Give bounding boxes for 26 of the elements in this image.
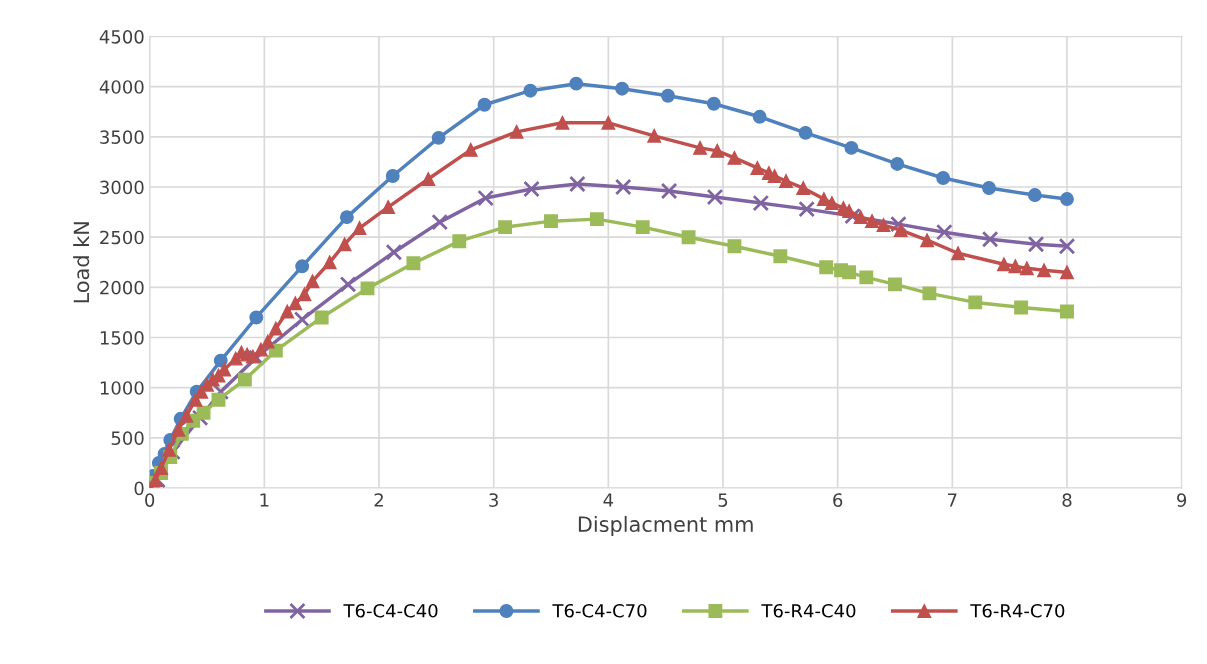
legend-label: T6-C4-C70	[552, 603, 647, 618]
y-tick-label: 500	[111, 431, 144, 445]
y-tick-label: 2000	[100, 280, 144, 295]
x-tick-label: 4	[603, 493, 614, 507]
y-tick-label: 3000	[100, 180, 144, 195]
x-tick-label: 8	[1062, 493, 1072, 507]
y-tick-label: 2500	[100, 230, 144, 245]
y-tick-label: 4500	[99, 29, 144, 44]
x-tick-label: 3	[489, 493, 498, 507]
x-tick-label: 6	[833, 493, 843, 507]
y-tick-label: 0	[134, 481, 144, 496]
legend-label: T6-C4-C40	[343, 603, 438, 618]
x-tick-label: 0	[145, 493, 155, 507]
x-tick-label: 9	[1177, 493, 1187, 507]
y-tick-label: 3500	[100, 130, 144, 144]
y-axis-title: Load kN	[73, 222, 90, 303]
legend-label: T6-R4-C40	[761, 603, 856, 618]
x-tick-label: 5	[718, 493, 728, 507]
y-tick-label: 4000	[99, 80, 144, 94]
x-tick-label: 2	[374, 493, 383, 507]
y-tick-label: 1000	[100, 381, 144, 395]
y-tick-label: 1500	[100, 330, 144, 345]
x-tick-label: 7	[948, 493, 957, 507]
legend-label: T6-R4-C70	[970, 603, 1065, 618]
x-tick-label: 1	[260, 493, 269, 507]
x-axis-title: Displacment mm	[578, 515, 753, 537]
